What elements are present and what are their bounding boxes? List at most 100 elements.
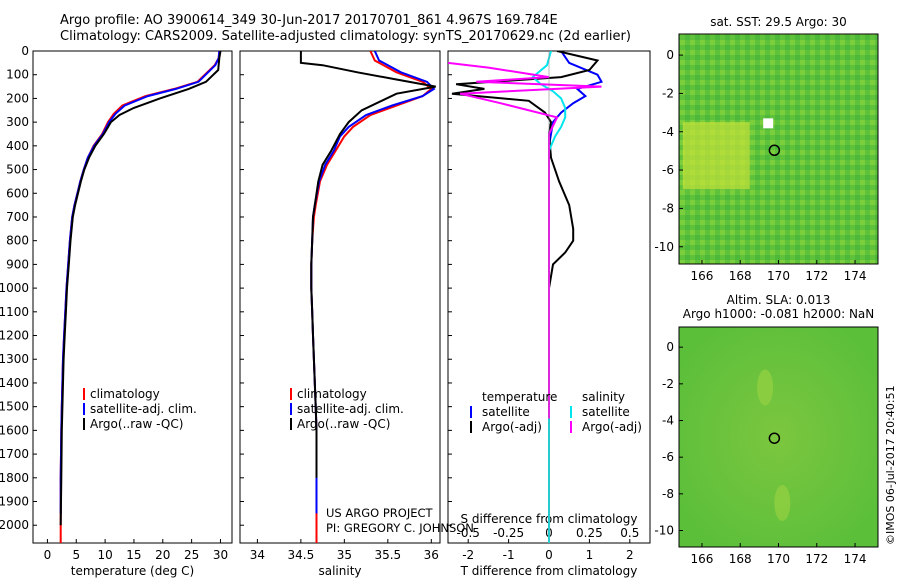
sla-blob — [757, 369, 774, 406]
x-tick-label: 172 — [805, 552, 828, 566]
y-tick-label: -8 — [662, 487, 674, 501]
x-tick-label: 35.5 — [374, 548, 401, 562]
y-tick-label: 200 — [6, 91, 29, 105]
y-tick-label: 1000 — [0, 281, 29, 295]
x-tick-label: 34.5 — [288, 548, 315, 562]
y-tick-label: 1400 — [0, 376, 29, 390]
y-tick-label: -6 — [662, 450, 674, 464]
temperature-axes-frame — [32, 50, 233, 544]
x-tick-label: 2 — [626, 548, 634, 562]
x-tick-label: -2 — [462, 548, 474, 562]
panel-salinity: 34 34.5 35 35.5 36 salinity climatologysatelli… — [239, 50, 441, 578]
warm-patch — [682, 122, 750, 190]
x-tick-label: 168 — [729, 552, 752, 566]
legend-swatch — [290, 388, 292, 400]
x-tick-label: 174 — [844, 552, 867, 566]
legend-swatch — [470, 406, 472, 418]
temperature-series — [59, 51, 222, 543]
x-top-tick-label: 0.5 — [620, 526, 639, 540]
x-top-tick-label: 0.25 — [576, 526, 603, 540]
y-tick-label: -10 — [654, 524, 674, 538]
y-tick-label: 1900 — [0, 495, 29, 509]
y-tick-label: 0 — [666, 48, 674, 62]
map-subtitle: Argo h1000: -0.081 h2000: NaN — [683, 307, 875, 321]
x-tick-label: 36 — [424, 548, 439, 562]
series-line — [299, 51, 436, 478]
y-tick-label: -2 — [662, 377, 674, 391]
y-tick-label: -10 — [654, 240, 674, 254]
legend-swatch — [83, 388, 85, 400]
legend-label: satellite — [482, 405, 530, 419]
y-tick-label: 900 — [6, 257, 29, 271]
panel-temperature: 0 5 10 15 20 25 300100200300400500600700800900… — [0, 44, 233, 578]
x-tick-label: 10 — [97, 548, 112, 562]
y-tick-label: 500 — [6, 163, 29, 177]
credit-pi: PI: GREGORY C. JOHNSON — [326, 521, 474, 535]
float-position-marker — [768, 432, 781, 444]
x-tick-label: 174 — [844, 269, 867, 283]
y-tick-label: -8 — [662, 201, 674, 215]
x-tick-label: 166 — [691, 552, 714, 566]
x-tick-label: 5 — [72, 548, 80, 562]
y-tick-label: 100 — [6, 68, 29, 82]
legend-swatch — [83, 418, 85, 430]
y-tick-label: 600 — [6, 186, 29, 200]
y-tick-label: 400 — [6, 139, 29, 153]
legend-label: satellite-adj. clim. — [90, 402, 197, 416]
chart-title-line2: Climatology: CARS2009. Satellite-adjuste… — [60, 29, 631, 44]
x-tick-label: 166 — [691, 269, 714, 283]
missing-patch — [763, 118, 774, 129]
map-map_sst: 166 168 170 172 174 0 -2 -4 -6 -8 -10 sat. SST: 29.… — [654, 15, 879, 283]
y-tick-label: 0 — [21, 44, 29, 58]
x-tick-label: 25 — [184, 548, 199, 562]
chart-title-line1: Argo profile: AO 3900614_349 30-Jun-2017… — [60, 13, 558, 28]
y-tick-label: -4 — [662, 125, 674, 139]
y-tick-label: 0 — [666, 340, 674, 354]
panel-differences: -2 -1 0 1 2-0.5 -0.25 0 0.25 0.5S difference fro… — [447, 50, 651, 578]
y-tick-label: 1600 — [0, 423, 29, 437]
legend-swatch — [570, 421, 572, 433]
x-tick-label: 172 — [805, 269, 828, 283]
x-tick-label: 1 — [586, 548, 594, 562]
x-tick-label: 170 — [767, 269, 790, 283]
legend-label: satellite-adj. clim. — [297, 402, 404, 416]
y-tick-label: 2000 — [0, 518, 29, 532]
x-tick-label: 15 — [126, 548, 141, 562]
y-tick-label: -2 — [662, 86, 674, 100]
x-axis-label: temperature (deg C) — [71, 564, 194, 578]
legend-label: climatology — [297, 387, 367, 401]
legend-swatch — [570, 406, 572, 418]
legend-header: temperature — [482, 390, 557, 404]
map-title: Altim. SLA: 0.013 — [727, 293, 831, 307]
y-tick-label: -4 — [662, 414, 674, 428]
legend-label: satellite — [582, 405, 630, 419]
x-axis-label: T difference from climatology — [460, 564, 638, 578]
legend-label: Argo(..raw -QC) — [90, 417, 183, 431]
map-map_sla: 166 168 170 172 174 0 -2 -4 -6 -8 -10 Altim. SLA: 0… — [654, 293, 879, 566]
legend-label: Argo(-adj) — [482, 420, 542, 434]
series-line — [59, 51, 222, 526]
y-tick-label: 800 — [6, 234, 29, 248]
x-tick-label: 168 — [729, 269, 752, 283]
x-tick-label: -1 — [503, 548, 515, 562]
float-position-marker — [768, 144, 781, 157]
x-tick-label: 35 — [337, 548, 352, 562]
legend-label: climatology — [90, 387, 160, 401]
y-tick-label: 700 — [6, 210, 29, 224]
x-tick-label: 20 — [155, 548, 170, 562]
salinity-series — [299, 51, 436, 543]
legend-header: salinity — [582, 390, 625, 404]
x-top-tick-label: -0.25 — [493, 526, 524, 540]
credit-project: US ARGO PROJECT — [326, 506, 433, 520]
legend-swatch — [290, 403, 292, 415]
x-tick-label: 30 — [213, 548, 228, 562]
legend-label: Argo(..raw -QC) — [297, 417, 390, 431]
y-tick-label: 1800 — [0, 471, 29, 485]
timestamp-stamp: ©IMOS 06-Jul-2017 20:40:51 — [884, 385, 897, 545]
legend-label: Argo(-adj) — [582, 420, 642, 434]
x-tick-label: 34 — [250, 548, 265, 562]
y-tick-label: 1200 — [0, 329, 29, 343]
y-tick-label: 1100 — [0, 305, 29, 319]
x-axis-label: salinity — [318, 564, 361, 578]
